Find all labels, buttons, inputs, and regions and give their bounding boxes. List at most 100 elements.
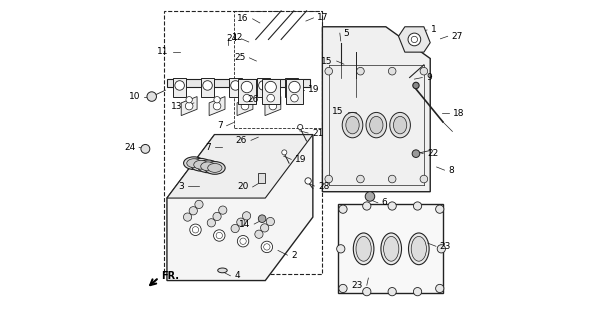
- Circle shape: [267, 94, 274, 102]
- Ellipse shape: [217, 268, 228, 273]
- Text: 16: 16: [237, 14, 249, 23]
- Text: 17: 17: [317, 13, 329, 22]
- Circle shape: [298, 124, 303, 130]
- Circle shape: [207, 219, 216, 227]
- Text: 5: 5: [344, 28, 349, 38]
- Circle shape: [363, 202, 371, 210]
- Polygon shape: [209, 97, 225, 116]
- Circle shape: [237, 218, 245, 226]
- Circle shape: [192, 227, 198, 233]
- Bar: [262, 79, 280, 105]
- Circle shape: [356, 175, 364, 183]
- Text: 19: 19: [308, 85, 320, 94]
- Circle shape: [337, 245, 345, 253]
- Circle shape: [411, 36, 418, 43]
- Text: 2: 2: [291, 251, 297, 260]
- Circle shape: [242, 212, 251, 220]
- Circle shape: [266, 217, 274, 226]
- Text: 25: 25: [234, 53, 245, 62]
- Circle shape: [356, 68, 364, 75]
- Text: 15: 15: [321, 57, 333, 66]
- Ellipse shape: [409, 233, 429, 265]
- Circle shape: [147, 92, 156, 101]
- Text: 10: 10: [129, 92, 140, 101]
- Polygon shape: [323, 27, 430, 192]
- Circle shape: [186, 97, 192, 103]
- Text: 28: 28: [318, 181, 330, 190]
- Circle shape: [241, 102, 249, 110]
- Circle shape: [231, 224, 239, 233]
- Circle shape: [240, 238, 247, 244]
- Text: 21: 21: [312, 129, 323, 138]
- Circle shape: [242, 97, 248, 103]
- Bar: [286, 79, 304, 105]
- Polygon shape: [399, 27, 430, 52]
- Ellipse shape: [204, 162, 225, 174]
- Circle shape: [412, 150, 420, 157]
- Bar: [173, 77, 186, 97]
- Circle shape: [265, 81, 276, 93]
- Text: 27: 27: [451, 32, 463, 41]
- Ellipse shape: [184, 157, 204, 170]
- Circle shape: [388, 175, 396, 183]
- Bar: [201, 77, 214, 97]
- Circle shape: [195, 200, 203, 209]
- Text: 23: 23: [440, 242, 451, 251]
- Ellipse shape: [342, 112, 363, 138]
- Ellipse shape: [346, 116, 359, 134]
- Ellipse shape: [369, 116, 383, 134]
- Text: 23: 23: [352, 281, 363, 290]
- Circle shape: [258, 215, 266, 222]
- Circle shape: [230, 81, 240, 90]
- Circle shape: [241, 81, 252, 93]
- Bar: [258, 173, 266, 183]
- Circle shape: [214, 230, 225, 241]
- Circle shape: [269, 102, 277, 110]
- Circle shape: [286, 81, 296, 90]
- Circle shape: [189, 207, 197, 215]
- Bar: [233, 11, 323, 128]
- Text: 7: 7: [217, 121, 223, 130]
- Circle shape: [388, 288, 396, 296]
- Bar: [167, 79, 309, 87]
- Circle shape: [141, 144, 150, 153]
- Circle shape: [264, 244, 270, 250]
- Ellipse shape: [381, 233, 402, 265]
- Circle shape: [282, 150, 287, 155]
- Circle shape: [420, 175, 428, 183]
- Circle shape: [339, 284, 347, 292]
- Circle shape: [289, 81, 300, 93]
- Ellipse shape: [191, 158, 211, 171]
- Text: 4: 4: [234, 271, 240, 280]
- Circle shape: [420, 68, 428, 75]
- Circle shape: [238, 236, 249, 247]
- Text: 13: 13: [170, 101, 182, 111]
- Text: 22: 22: [427, 149, 438, 158]
- Ellipse shape: [356, 236, 371, 261]
- Text: 11: 11: [157, 47, 169, 56]
- Text: 7: 7: [205, 143, 211, 152]
- Circle shape: [413, 82, 419, 89]
- Ellipse shape: [366, 112, 387, 138]
- Ellipse shape: [194, 160, 208, 169]
- Text: 26: 26: [247, 95, 258, 104]
- Circle shape: [261, 241, 273, 252]
- Bar: [164, 11, 323, 274]
- Polygon shape: [181, 97, 197, 116]
- Circle shape: [214, 97, 220, 103]
- Ellipse shape: [187, 159, 201, 168]
- Circle shape: [435, 284, 444, 292]
- Text: 19: 19: [295, 155, 307, 164]
- Text: 26: 26: [236, 136, 247, 145]
- Polygon shape: [338, 204, 443, 293]
- Circle shape: [175, 81, 184, 90]
- Bar: [285, 77, 298, 97]
- Circle shape: [437, 245, 446, 253]
- Circle shape: [290, 94, 298, 102]
- Ellipse shape: [208, 164, 222, 172]
- Circle shape: [261, 224, 268, 232]
- Circle shape: [213, 102, 221, 110]
- Circle shape: [305, 178, 311, 184]
- Polygon shape: [237, 97, 253, 116]
- Text: 24: 24: [226, 34, 238, 43]
